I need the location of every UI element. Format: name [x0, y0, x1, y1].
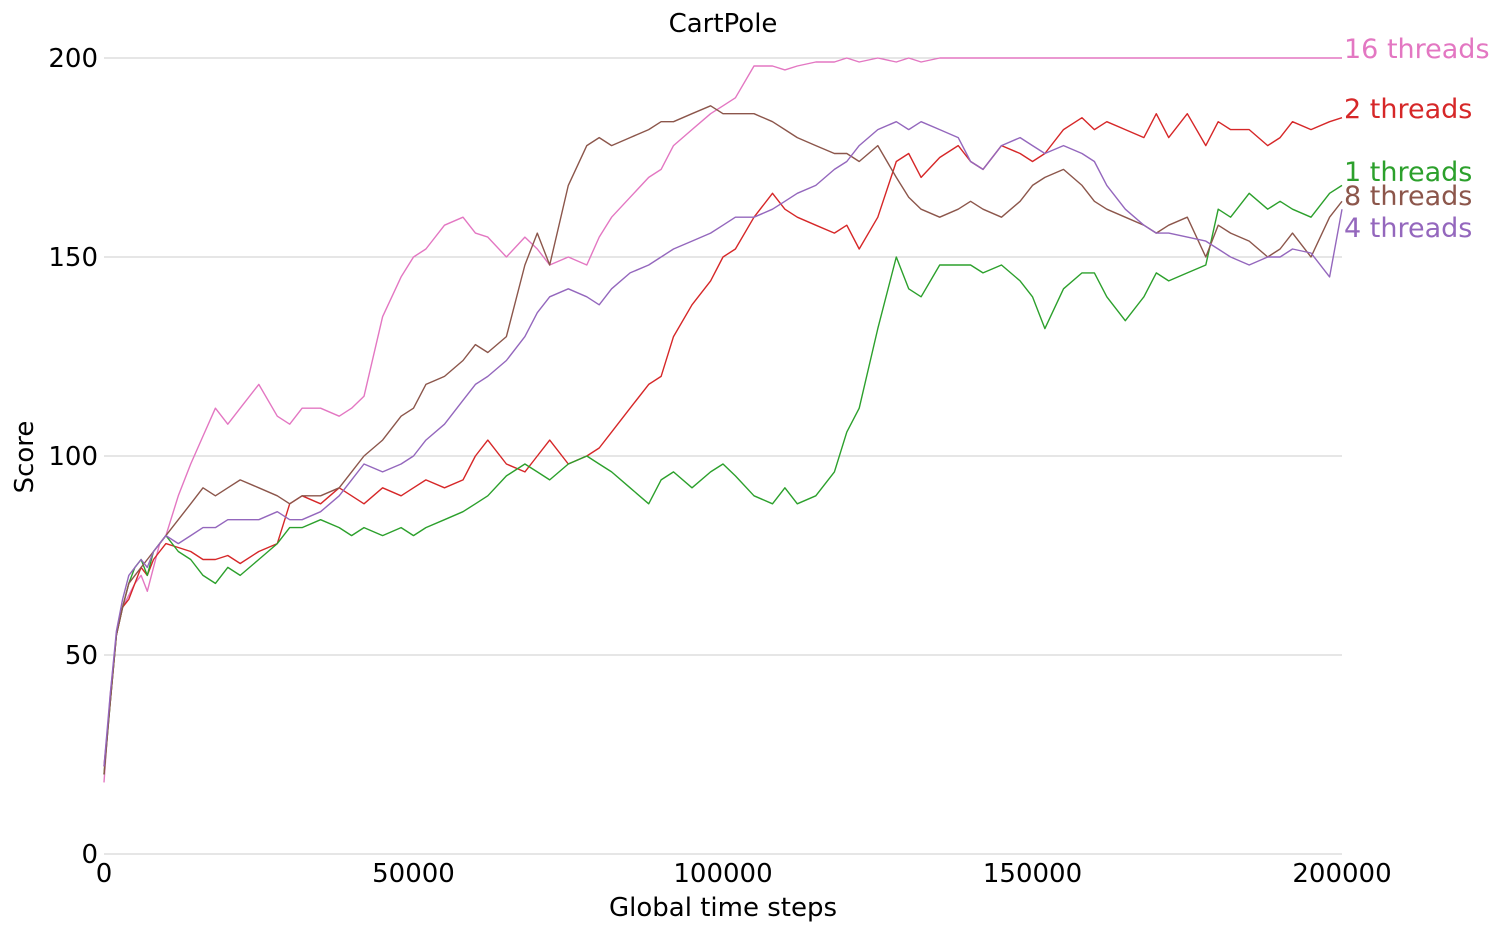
y-tick-label: 150	[48, 243, 98, 273]
gridlines	[104, 57, 1342, 855]
series-label-1: 2 threads	[1344, 94, 1472, 125]
x-tick-label: 50000	[372, 859, 455, 889]
x-tick-label: 200000	[1292, 859, 1391, 889]
y-tick-label: 100	[48, 442, 98, 472]
chart-title: CartPole	[669, 9, 778, 39]
series-label-2: 1 threads	[1344, 157, 1472, 188]
x-tick-label: 0	[96, 859, 113, 889]
series-line-4	[103, 120, 1343, 767]
series-label-0: 16 threads	[1344, 34, 1490, 65]
x-tick-label: 100000	[673, 859, 772, 889]
x-axis-ticks: 0 50000 100000 150000 200000	[96, 859, 1392, 889]
series-lines	[103, 57, 1343, 783]
series-line-3	[103, 105, 1343, 775]
series-label-4: 4 threads	[1344, 213, 1472, 244]
series-line-1	[103, 112, 1343, 767]
series-label-3: 8 threads	[1344, 181, 1472, 212]
y-tick-label: 200	[48, 44, 98, 74]
y-axis-label: Score	[10, 421, 40, 494]
y-axis-ticks: 0 50 100 150 200	[48, 44, 98, 870]
x-tick-label: 150000	[983, 859, 1082, 889]
series-line-2	[103, 184, 1343, 775]
x-axis-label: Global time steps	[609, 893, 837, 923]
series-line-0	[103, 57, 1342, 783]
y-tick-label: 0	[81, 840, 98, 870]
y-tick-label: 50	[65, 641, 98, 671]
